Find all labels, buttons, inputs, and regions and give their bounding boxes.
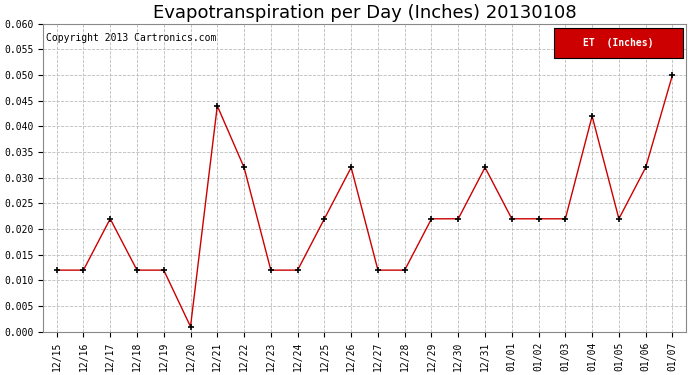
Title: Evapotranspiration per Day (Inches) 20130108: Evapotranspiration per Day (Inches) 2013… bbox=[152, 4, 576, 22]
FancyBboxPatch shape bbox=[554, 28, 682, 58]
Text: ET  (Inches): ET (Inches) bbox=[583, 38, 653, 48]
Text: Copyright 2013 Cartronics.com: Copyright 2013 Cartronics.com bbox=[46, 33, 217, 43]
